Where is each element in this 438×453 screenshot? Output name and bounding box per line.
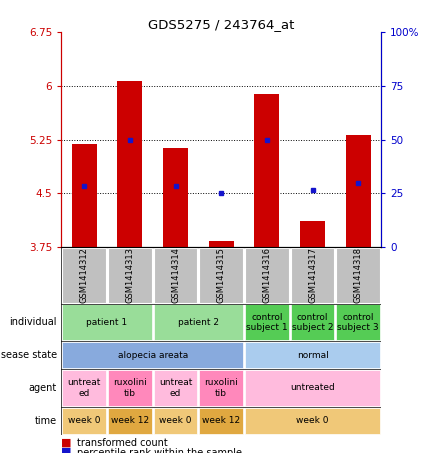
Text: ruxolini
tib: ruxolini tib xyxy=(204,378,238,398)
Text: GSM1414312: GSM1414312 xyxy=(80,247,88,304)
Bar xyxy=(245,248,289,303)
Text: GSM1414317: GSM1414317 xyxy=(308,247,317,304)
Text: disease state: disease state xyxy=(0,350,57,360)
Bar xyxy=(336,304,380,340)
Text: week 0: week 0 xyxy=(296,416,329,425)
Text: untreated: untreated xyxy=(290,384,335,392)
Text: ■: ■ xyxy=(61,447,72,453)
Bar xyxy=(108,408,152,434)
Bar xyxy=(154,408,198,434)
Bar xyxy=(154,304,243,340)
Text: percentile rank within the sample: percentile rank within the sample xyxy=(77,448,242,453)
Text: individual: individual xyxy=(9,318,57,328)
Bar xyxy=(199,370,243,406)
Text: GSM1414316: GSM1414316 xyxy=(262,247,272,304)
Text: ruxolini
tib: ruxolini tib xyxy=(113,378,147,398)
Bar xyxy=(163,148,188,247)
Bar xyxy=(336,248,380,303)
Text: week 0: week 0 xyxy=(68,416,100,425)
Bar xyxy=(62,408,106,434)
Text: GSM1414315: GSM1414315 xyxy=(217,247,226,304)
Text: patient 2: patient 2 xyxy=(178,318,219,327)
Text: normal: normal xyxy=(297,351,328,360)
Text: time: time xyxy=(35,416,57,426)
Text: untreat
ed: untreat ed xyxy=(159,378,192,398)
Bar xyxy=(62,248,106,303)
Text: untreat
ed: untreat ed xyxy=(67,378,101,398)
Bar xyxy=(154,370,198,406)
Bar xyxy=(199,408,243,434)
Text: GSM1414318: GSM1414318 xyxy=(354,247,363,304)
Bar xyxy=(291,248,335,303)
Text: week 0: week 0 xyxy=(159,416,192,425)
Bar xyxy=(254,94,279,247)
Bar xyxy=(300,221,325,247)
Bar xyxy=(108,370,152,406)
Text: GSM1414313: GSM1414313 xyxy=(125,247,134,304)
Bar xyxy=(346,135,371,247)
Text: transformed count: transformed count xyxy=(77,439,167,448)
Bar xyxy=(62,342,243,368)
Bar xyxy=(108,248,152,303)
Bar xyxy=(245,408,380,434)
Bar xyxy=(245,370,380,406)
Text: week 12: week 12 xyxy=(202,416,240,425)
Text: ■: ■ xyxy=(61,438,72,448)
Bar xyxy=(291,304,335,340)
Bar xyxy=(117,81,142,247)
Text: week 12: week 12 xyxy=(111,416,149,425)
Bar xyxy=(154,248,198,303)
Bar xyxy=(245,304,289,340)
Text: control
subject 1: control subject 1 xyxy=(246,313,288,332)
Bar xyxy=(62,304,152,340)
Bar xyxy=(62,370,106,406)
Text: GSM1414314: GSM1414314 xyxy=(171,247,180,304)
Text: patient 1: patient 1 xyxy=(86,318,127,327)
Bar xyxy=(71,144,97,247)
Bar xyxy=(245,342,380,368)
Text: agent: agent xyxy=(28,383,57,393)
Bar xyxy=(208,241,234,247)
Text: control
subject 3: control subject 3 xyxy=(337,313,379,332)
Bar xyxy=(199,248,243,303)
Text: control
subject 2: control subject 2 xyxy=(292,313,333,332)
Text: alopecia areata: alopecia areata xyxy=(117,351,188,360)
Title: GDS5275 / 243764_at: GDS5275 / 243764_at xyxy=(148,18,294,30)
